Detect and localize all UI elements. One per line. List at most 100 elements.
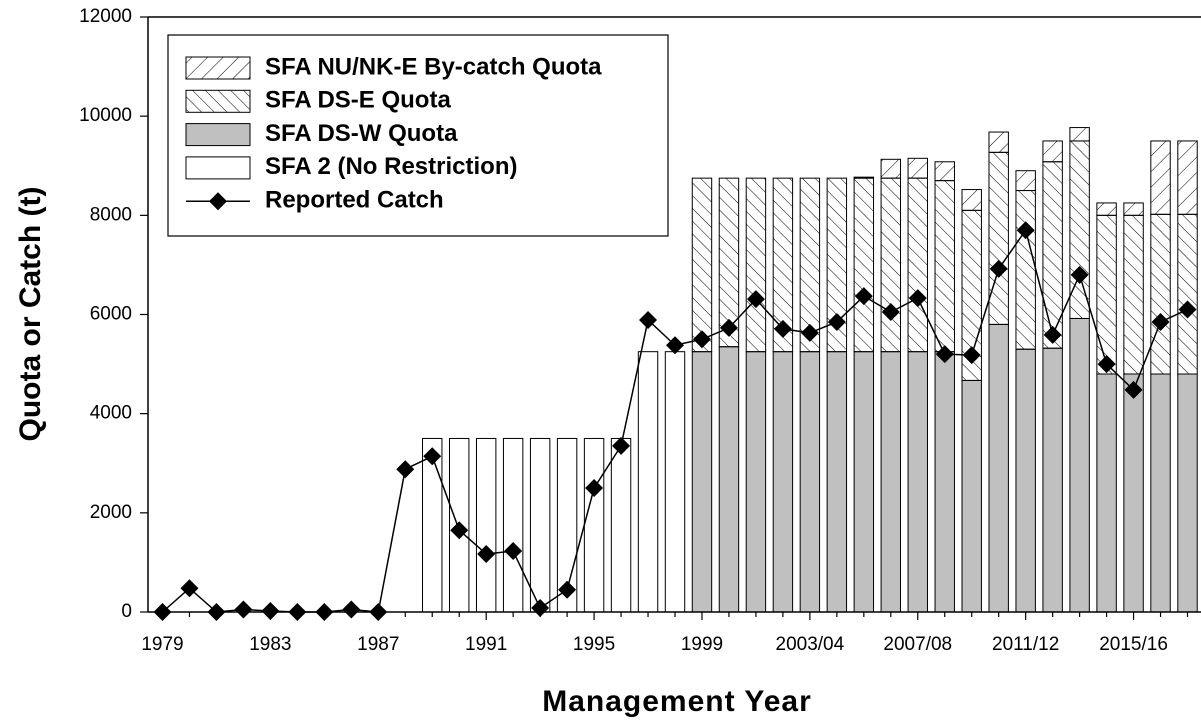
y-axis-title: Quota or Catch (t) (14, 187, 47, 442)
catch-marker (342, 600, 361, 619)
bar (718, 177, 740, 348)
bar (772, 177, 794, 353)
bar (934, 161, 955, 182)
catch-marker (261, 602, 280, 621)
legend-swatch (185, 56, 251, 80)
bar (1177, 140, 1198, 215)
bar (880, 177, 902, 353)
bar (745, 177, 767, 353)
catch-marker (935, 345, 954, 364)
legend-swatch (185, 156, 251, 180)
bar (988, 131, 1009, 153)
x-axis-title: Management Year (542, 685, 812, 718)
bar (1123, 214, 1144, 375)
catch-marker (450, 521, 469, 540)
catch-marker (585, 479, 604, 498)
catch-marker (989, 259, 1008, 278)
catch-marker (773, 319, 792, 338)
legend-swatch (185, 89, 251, 113)
bar (853, 176, 875, 179)
bar (826, 177, 848, 353)
bar (1015, 170, 1036, 192)
bar (826, 351, 848, 613)
catch-marker (854, 287, 873, 306)
catch-marker (1070, 265, 1089, 284)
bar (988, 323, 1009, 613)
x-tick-label: 1979 (141, 634, 183, 655)
bar (718, 346, 740, 613)
legend-label: SFA DS-E Quota (265, 87, 451, 114)
bar (1096, 214, 1117, 375)
bar (637, 351, 659, 613)
catch-marker (531, 599, 550, 618)
y-tick-label: 6000 (90, 304, 132, 325)
catch-marker (881, 303, 900, 322)
bar (1150, 213, 1171, 375)
x-tick-label: 2011/12 (992, 634, 1059, 655)
bar (1069, 140, 1090, 319)
plot-area (422, 127, 1198, 613)
bar (745, 351, 767, 613)
bar (961, 189, 982, 211)
catch-marker (692, 330, 711, 349)
bar (691, 177, 713, 353)
bar (934, 180, 955, 353)
bar (610, 437, 632, 613)
catch-marker (1124, 380, 1143, 399)
catch-marker (315, 603, 334, 621)
bar (853, 351, 875, 613)
catch-marker (827, 312, 846, 331)
x-tick-label: 2007/08 (883, 634, 952, 655)
catch-marker (288, 603, 307, 621)
legend-label: SFA DS-W Quota (265, 120, 458, 147)
catch-marker (369, 603, 388, 621)
bar (1177, 373, 1198, 613)
catch-marker (746, 290, 765, 309)
legend-label: Reported Catch (265, 187, 444, 214)
x-tick-label: 1999 (681, 634, 723, 655)
y-tick-label: 10000 (79, 105, 132, 126)
legend-swatch (185, 123, 251, 147)
bar (1123, 373, 1144, 613)
y-tick-label: 12000 (79, 6, 132, 27)
legend-marker (209, 192, 227, 211)
catch-marker (396, 460, 415, 479)
catch-marker (1178, 300, 1197, 319)
bar (853, 177, 875, 353)
bar (907, 157, 928, 179)
bar (1042, 347, 1063, 613)
bar (1015, 190, 1036, 350)
x-tick-label: 2003/04 (776, 634, 845, 655)
x-tick-label: 1991 (465, 634, 507, 655)
catch-marker (800, 323, 819, 342)
bar (1096, 202, 1117, 216)
catch-marker (153, 603, 172, 621)
catch-marker (1016, 221, 1035, 240)
bar (529, 437, 551, 613)
legend-label: SFA NU/NK-E By-catch Quota (265, 53, 602, 80)
bar (1042, 140, 1063, 163)
catch-marker (666, 336, 684, 355)
bar (1069, 317, 1090, 613)
bar (1150, 140, 1171, 215)
bar (1096, 373, 1117, 613)
y-tick-label: 4000 (90, 403, 132, 424)
bar (907, 177, 928, 353)
bar (502, 437, 524, 613)
bar (475, 437, 497, 613)
bar (583, 437, 605, 613)
catch-marker (504, 542, 523, 561)
bar (1015, 348, 1036, 613)
bar (907, 351, 928, 613)
catch-marker (962, 346, 981, 365)
catch-marker (558, 580, 577, 599)
y-tick-label: 2000 (90, 502, 132, 523)
bar (799, 351, 821, 613)
catch-marker (1097, 355, 1116, 374)
catch-marker (423, 447, 442, 466)
catch-marker (477, 544, 496, 563)
bar (772, 351, 794, 613)
bar (1177, 213, 1198, 375)
